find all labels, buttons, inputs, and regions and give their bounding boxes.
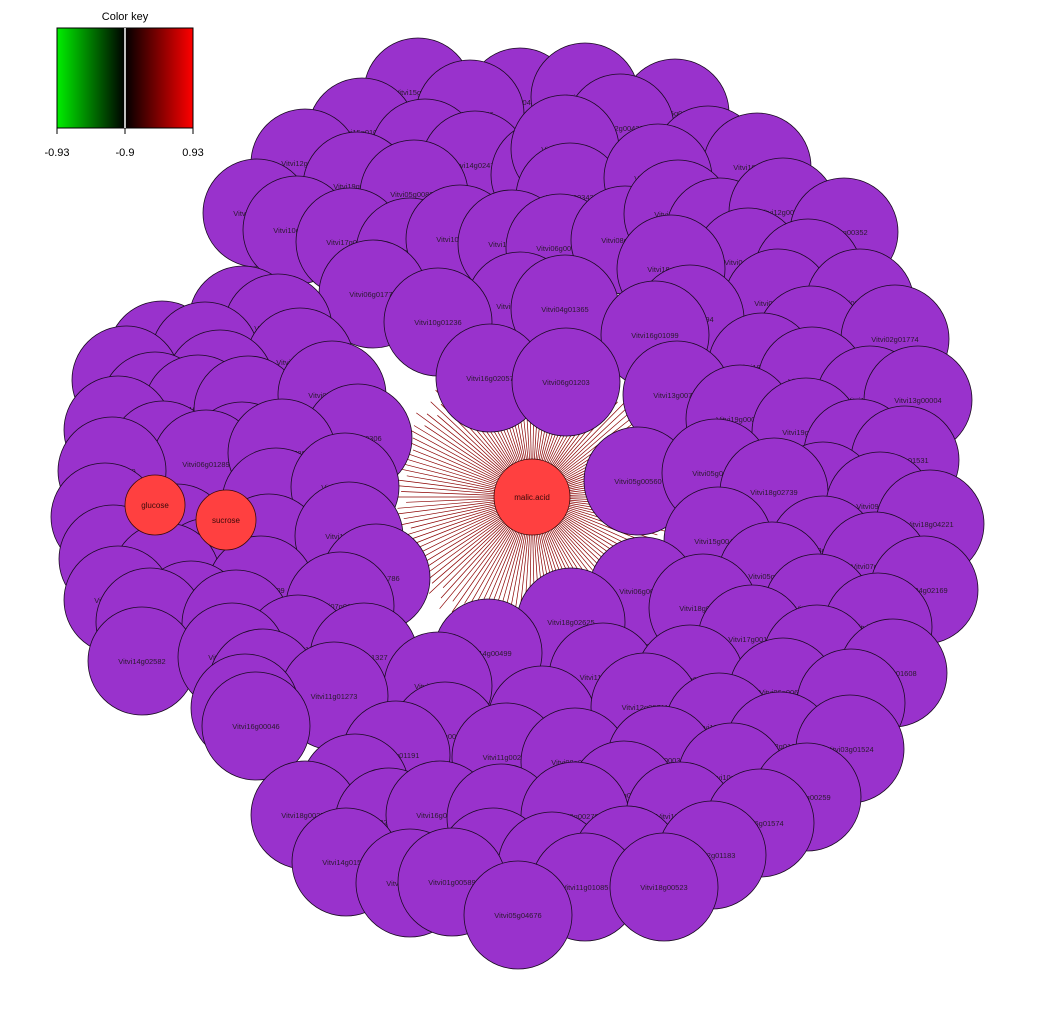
- gene-node-label: Vitvi16g01099: [631, 331, 678, 340]
- color-key: Color key -0.93 -0.9 0.93: [44, 11, 203, 159]
- gene-node-label: Vitvi05g02824: [692, 469, 739, 478]
- gene-node-label: Vitvi19g00026: [716, 415, 763, 424]
- gene-node-label: Vitvi14g00499: [464, 649, 511, 658]
- gene-node-label: Vitvi13g00004: [894, 396, 941, 405]
- gene-node-label: Vitvi05g00560: [614, 477, 661, 486]
- gene-node-label: Vitvi07g01608: [316, 602, 363, 611]
- gene-node-label: Vitvi12g00165: [759, 208, 806, 217]
- gene-node-label: Vitvi11g00208: [483, 753, 530, 762]
- gene-node-label: Vitvi02g01774: [871, 335, 918, 344]
- metabolite-node: glucose: [124, 474, 186, 536]
- gene-node-label: Vitvi12g00430: [596, 124, 643, 133]
- gene-node-label: Vitvi18g00270: [281, 811, 328, 820]
- gene-node-label: Vitvi18g02625: [547, 618, 594, 627]
- gene-node-label: Vitvi19g00242: [333, 182, 380, 191]
- metabolite-node: sucrose: [195, 489, 257, 551]
- gene-node-label: Vitvi15g01181: [395, 88, 442, 97]
- gene-node-label: Vitvi11g01273: [311, 692, 358, 701]
- gene-node-circle: [511, 327, 621, 437]
- gene-node: Vitvi18g00523: [609, 832, 719, 942]
- metabolite-node-label: sucrose: [212, 516, 241, 525]
- gene-node-label: Vitvi12g00711: [622, 703, 669, 712]
- gene-node-label: Vitvi17g00154: [728, 635, 775, 644]
- gene-node-label: Vitvi01g00589: [428, 878, 475, 887]
- gene-node-label: Vitvi13g00712: [653, 391, 700, 400]
- color-key-tick-label: 0.93: [182, 147, 203, 159]
- gene-node-label: Vitvi02g01183: [689, 851, 736, 860]
- gene-node-label: Vitvi18g04221: [906, 520, 953, 529]
- metabolite-node: malic.acid: [493, 458, 571, 536]
- metabolite-node-label: glucose: [141, 501, 169, 510]
- gene-node-label: Vitvi10g01236: [414, 318, 461, 327]
- gene-node: Vitvi05g04676: [463, 860, 573, 970]
- metabolite-node-circle: [195, 489, 257, 551]
- gene-node-label: Vitvi03g01524: [826, 745, 873, 754]
- metabolite-node-layer: malic.acid glucose sucrose: [124, 458, 571, 551]
- gene-node-label: Vitvi09g00279: [551, 812, 598, 821]
- gene-node-label: Vitvi05g01922: [748, 572, 795, 581]
- gene-node-label: Vitvi06g01203: [542, 378, 589, 387]
- gene-node-label: Vitvi05g00839: [390, 190, 437, 199]
- color-key-tick-label: -0.9: [116, 147, 135, 159]
- gene-node-label: Vitvi17g00753: [326, 238, 373, 247]
- gene-node-circle: [463, 860, 573, 970]
- gene-node-label: Vitvi16g00046: [232, 722, 279, 731]
- gene-node-label: Vitvi12g00092: [281, 159, 328, 168]
- gene-node-circle: [201, 671, 311, 781]
- gene-node-label: Vitvi06g01289: [182, 460, 229, 469]
- gene-node-label: Vitvi14g02474: [451, 161, 498, 170]
- gene-node-label: Vitvi18g01507: [679, 604, 726, 613]
- gene-node-circle: [609, 832, 719, 942]
- gene-node-label: Vitvi04g01365: [541, 305, 588, 314]
- gene-node-label: Vitvi12g01657: [756, 742, 803, 751]
- gene-node-label: Vitvi06g01574: [736, 819, 783, 828]
- metabolite-node-circle: [493, 458, 571, 536]
- gene-node-label: Vitvi05g04676: [494, 911, 541, 920]
- color-key-title: Color key: [102, 11, 149, 23]
- gene-node-label: Vitvi06g01777: [349, 290, 396, 299]
- metabolite-node-label: malic.acid: [514, 493, 550, 502]
- color-key-tick-label: -0.93: [44, 147, 69, 159]
- gene-node-label: Vitvi18g00523: [640, 883, 687, 892]
- gene-node-label: Vitvi04g02169: [900, 586, 947, 595]
- gene-node-layer: Vitvi15g01181Vitvi11g04039Vitvi14g00950V…: [50, 37, 985, 970]
- gene-node-label: Vitvi11g01085: [562, 883, 609, 892]
- metabolite-node-circle: [124, 474, 186, 536]
- gene-node-label: Vitvi15g01166: [652, 109, 699, 118]
- gene-node-label: Vitvi06g00084: [536, 244, 583, 253]
- gene-node: Vitvi16g00046: [201, 671, 311, 781]
- gene-node-label: Vitvi15g00456: [694, 537, 741, 546]
- gene-node-label: Vitvi16g02057: [466, 374, 513, 383]
- gene-node-label: Vitvi16g01070: [416, 811, 463, 820]
- gene-node-label: Vitvi14g02582: [118, 657, 165, 666]
- gene-node-label: Vitvi18g02739: [750, 488, 797, 497]
- gene-node-label: Vitvi14g01589: [322, 858, 369, 867]
- gene-node: Vitvi06g01203: [511, 327, 621, 437]
- gene-node-label: Vitvi19g02692: [782, 428, 829, 437]
- gene-node-label: Vitvi06g00305: [619, 587, 666, 596]
